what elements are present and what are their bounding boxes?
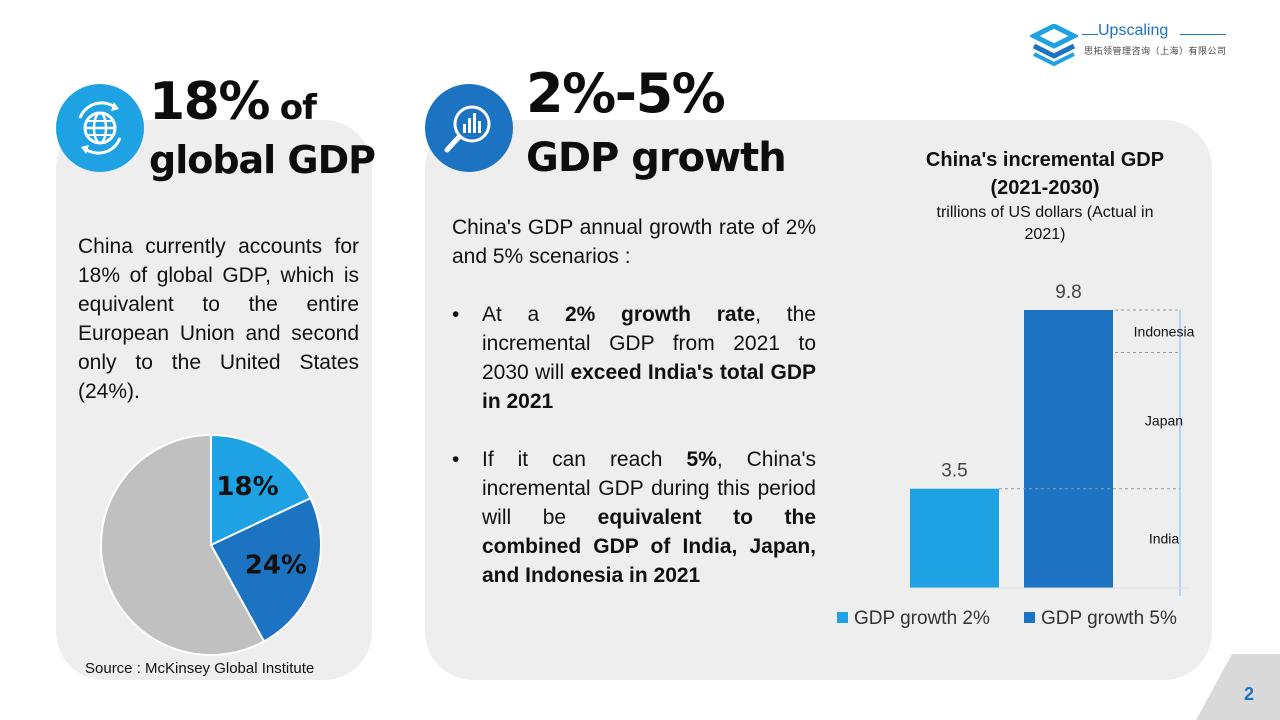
logo-rule-left xyxy=(1082,34,1098,35)
right-headline: 2%-5% xyxy=(526,62,726,125)
bullet2-text-b: , China's incremental GDP during this pe… xyxy=(482,448,816,529)
globe-refresh-icon xyxy=(56,84,144,172)
brand-subtitle: 思拓领管理咨询（上海）有限公司 xyxy=(1084,46,1227,56)
chart-title: China's incremental GDP (2021-2030) xyxy=(925,149,1165,199)
bullet2-text-a: If it can reach xyxy=(482,448,687,471)
bullet1-bold-a: 2% growth rate xyxy=(564,303,756,326)
pie-slice-1 xyxy=(209,496,322,643)
pie-slice-2 xyxy=(100,434,266,656)
pie-slice-label-1: 24% xyxy=(245,551,307,581)
page-number: 2 xyxy=(1244,684,1255,704)
legend-item-2pct: GDP growth 2% xyxy=(837,608,990,630)
bullet2-bold-a: 5% xyxy=(686,448,717,471)
source-note: Source : McKinsey Global Institute xyxy=(85,660,315,677)
bar-5pct xyxy=(1024,310,1113,588)
left-headline-line2: global GDP xyxy=(149,138,376,182)
right-headline-line2: GDP growth xyxy=(526,135,787,181)
upscaling-logo xyxy=(1030,24,1078,66)
pie-slice-0 xyxy=(210,434,312,547)
bar-value-label-1: 9.8 xyxy=(1055,282,1081,303)
bullet-item-2pct: • At a 2% growth rate, the incremental GD… xyxy=(452,300,816,416)
left-headline-percent: 18% xyxy=(149,72,270,132)
left-paragraph: China currently accounts for 18% of glob… xyxy=(78,235,359,403)
bullet1-text-b: , the incremental GDP from 2021 to 2030 … xyxy=(482,303,816,384)
reference-label-indonesia: Indonesia xyxy=(1134,323,1195,339)
bar-value-label-0: 3.5 xyxy=(941,461,967,482)
left-headline-of: of xyxy=(268,88,317,128)
bullet1-bold-b: exceed India's total GDP in 2021 xyxy=(482,361,816,413)
bullet1-text-a: At a xyxy=(482,303,565,326)
growth-bullet-list: • At a 2% growth rate, the incremental GD… xyxy=(452,300,816,619)
reference-label-india: India xyxy=(1149,530,1180,546)
chart-magnifier-icon xyxy=(425,84,513,172)
bar-2pct xyxy=(910,488,999,588)
growth-intro-text: China's GDP annual growth rate of 2% and… xyxy=(452,216,816,268)
bullet-dot: • xyxy=(452,303,460,326)
incremental-gdp-bar-chart: 3.5 9.8 India Japan Indonesia xyxy=(910,282,1195,596)
reference-label-japan: Japan xyxy=(1145,413,1183,429)
gdp-share-pie-chart: 18% 24% xyxy=(100,434,322,656)
brand-name: Upscaling xyxy=(1098,22,1169,39)
bullet2-bold-b: equivalent to the combined GDP of India,… xyxy=(482,506,816,587)
legend-swatch-2pct xyxy=(837,612,848,623)
page-corner-decoration xyxy=(1196,654,1280,720)
legend-label-2pct: GDP growth 2% xyxy=(854,608,990,629)
bullet-dot: • xyxy=(452,448,460,471)
logo-rule-right xyxy=(1180,34,1226,35)
legend-swatch-5pct xyxy=(1024,612,1035,623)
legend-item-5pct: GDP growth 5% xyxy=(1024,608,1177,630)
pie-slice-label-0: 18% xyxy=(216,472,278,502)
bullet-item-5pct: • If it can reach 5%, China's incremental… xyxy=(452,445,816,590)
left-headline: 18% of xyxy=(149,72,317,138)
legend-label-5pct: GDP growth 5% xyxy=(1041,608,1177,629)
chart-subtitle: trillions of US dollars (Actual in 2021) xyxy=(936,204,1154,243)
